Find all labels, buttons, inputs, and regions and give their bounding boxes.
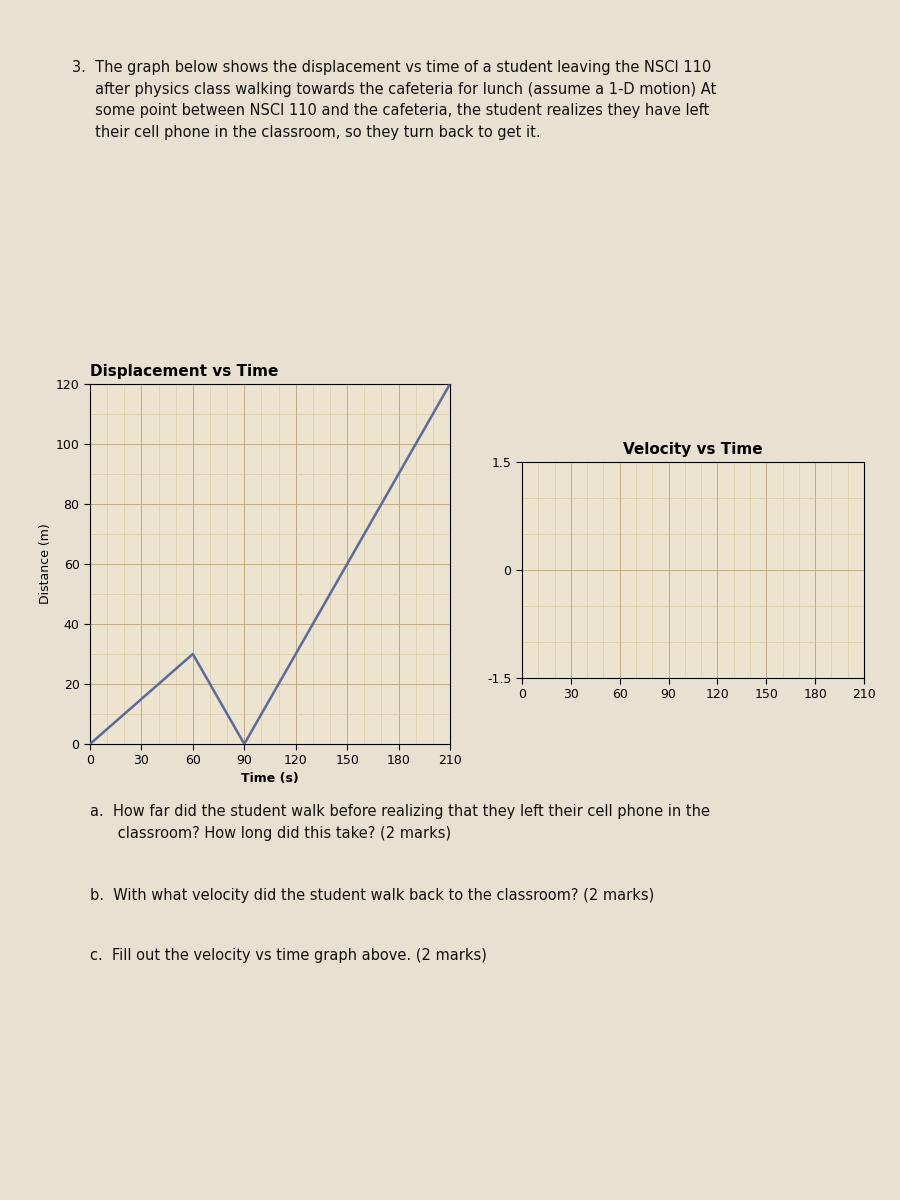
Title: Velocity vs Time: Velocity vs Time [623, 442, 763, 457]
Text: a.  How far did the student walk before realizing that they left their cell phon: a. How far did the student walk before r… [90, 804, 710, 841]
Y-axis label: Distance (m): Distance (m) [39, 523, 51, 605]
Text: c.  Fill out the velocity vs time graph above. (2 marks): c. Fill out the velocity vs time graph a… [90, 948, 487, 962]
Text: Displacement vs Time: Displacement vs Time [90, 364, 278, 379]
Text: 3.  The graph below shows the displacement vs time of a student leaving the NSCI: 3. The graph below shows the displacemen… [72, 60, 716, 139]
Text: b.  With what velocity did the student walk back to the classroom? (2 marks): b. With what velocity did the student wa… [90, 888, 654, 902]
X-axis label: Time (s): Time (s) [241, 772, 299, 785]
